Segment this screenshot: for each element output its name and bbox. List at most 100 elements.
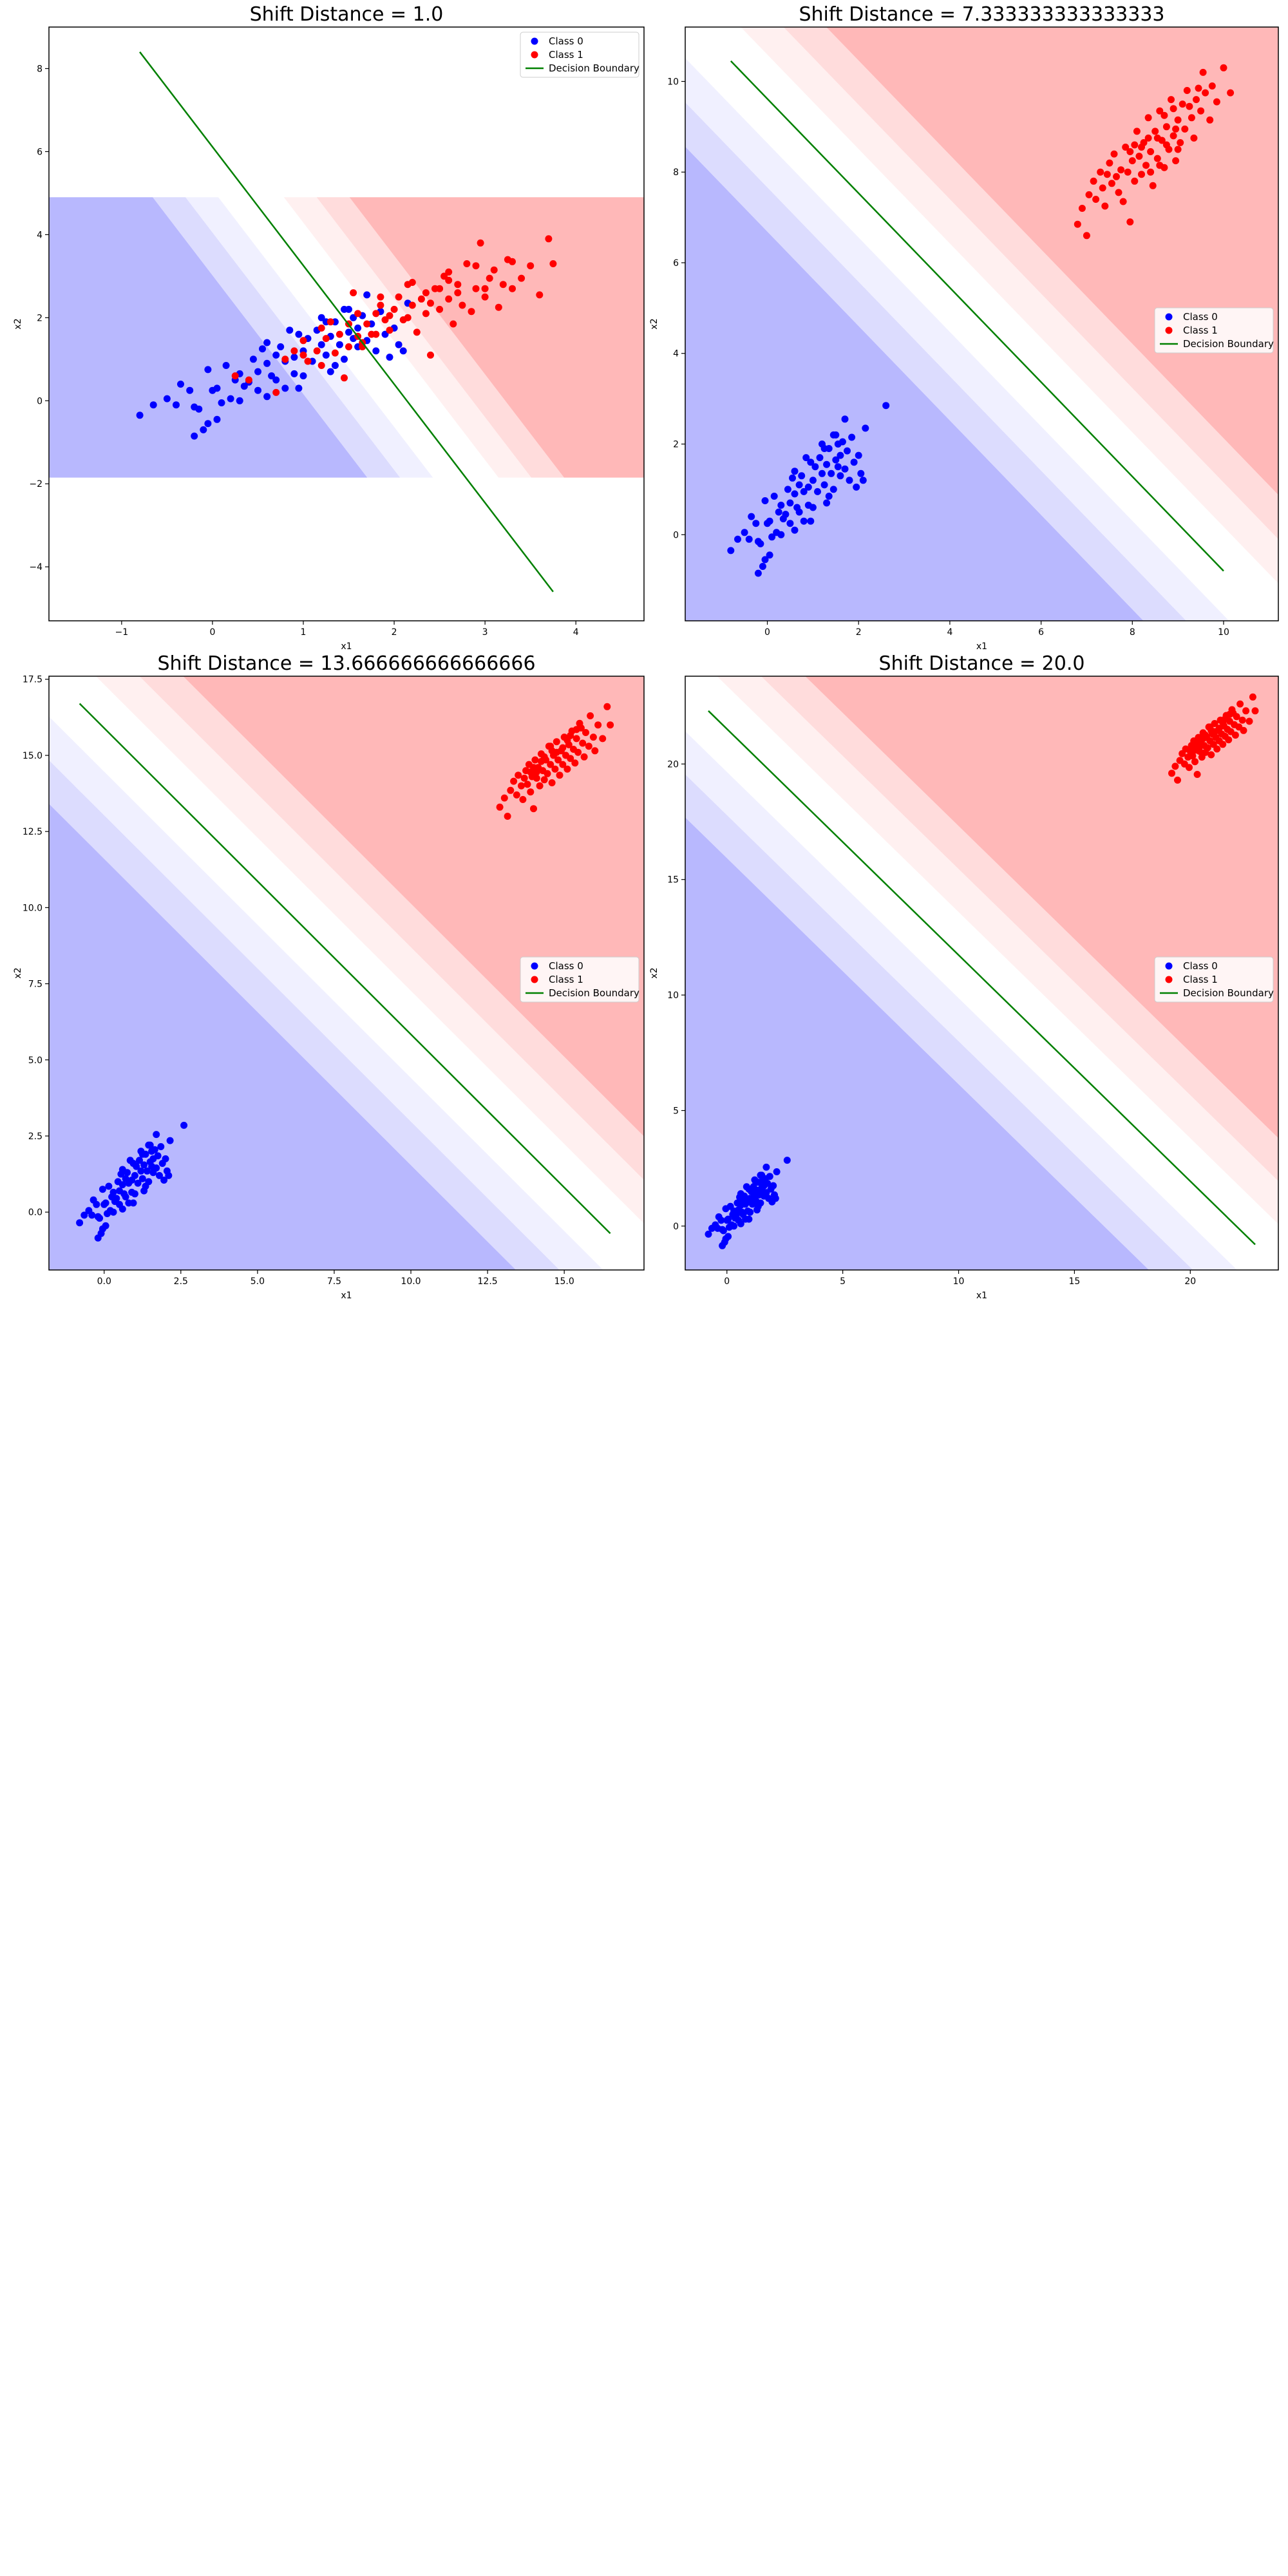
data-point [99, 1225, 106, 1233]
data-point [1135, 153, 1143, 160]
data-point [809, 504, 817, 511]
data-point [331, 362, 339, 369]
x-tick-label: 3 [482, 627, 488, 638]
data-point [825, 493, 833, 500]
data-point [564, 736, 571, 744]
decision-boundary-line [139, 51, 554, 592]
data-point [1110, 150, 1118, 158]
data-point [153, 1131, 160, 1139]
data-point [837, 472, 844, 480]
y-tick-label: 2.5 [28, 1132, 43, 1142]
data-point [754, 1202, 762, 1210]
scatter-points [727, 64, 1235, 577]
data-point [1097, 168, 1104, 176]
data-point [828, 469, 835, 477]
x-tick-label: 2 [856, 627, 862, 638]
data-point [80, 1211, 88, 1219]
data-point [1133, 128, 1141, 135]
data-point [395, 293, 402, 301]
x-axis-label: x1 [341, 1291, 352, 1301]
y-tick-label: 0 [673, 1222, 679, 1232]
data-point [775, 508, 782, 516]
data-point [413, 328, 421, 336]
data-point [249, 355, 257, 363]
data-point [272, 388, 280, 396]
data-point [134, 1179, 142, 1187]
data-point [1211, 728, 1218, 735]
legend-label: Class 0 [1183, 311, 1218, 323]
data-point [1160, 111, 1168, 119]
data-point [705, 1230, 712, 1238]
legend-label: Decision Boundary [1183, 987, 1274, 999]
data-point [146, 1141, 154, 1149]
data-point [518, 274, 526, 282]
data-point [573, 735, 580, 743]
series-class-1 [1074, 64, 1235, 240]
data-point [533, 768, 540, 776]
data-point [591, 747, 599, 755]
data-point [281, 355, 289, 363]
data-point [1108, 180, 1115, 187]
region-class0-light [49, 716, 603, 1270]
data-point [761, 497, 769, 504]
data-point [814, 488, 821, 495]
data-point [372, 310, 380, 317]
data-point [820, 481, 828, 489]
data-point [1193, 771, 1201, 778]
region-class0-mid [153, 197, 401, 478]
data-point [454, 289, 462, 297]
data-point [819, 469, 826, 477]
data-point [173, 401, 180, 409]
y-tick-label: 5 [673, 1106, 679, 1116]
decision-boundary-line [708, 710, 1256, 1245]
region-class1-strong [349, 197, 644, 478]
data-point [500, 794, 508, 802]
data-point [829, 486, 837, 493]
region-class0-light [685, 731, 1237, 1270]
x-tick-label: 10 [1218, 627, 1229, 638]
data-point [726, 1202, 734, 1210]
data-point [737, 1220, 744, 1227]
chart-title: Shift Distance = 7.333333333333333 [799, 3, 1164, 26]
data-point [1162, 123, 1170, 131]
data-point [800, 517, 808, 525]
data-point [766, 551, 773, 559]
data-point [823, 499, 831, 507]
data-point [149, 401, 157, 409]
legend-marker-class-1 [531, 976, 538, 983]
data-point [109, 1188, 117, 1196]
y-tick-label: 5.0 [28, 1056, 43, 1066]
data-point [754, 569, 762, 577]
data-point [784, 486, 791, 493]
chart-title: Shift Distance = 20.0 [879, 652, 1085, 675]
data-point [118, 1181, 126, 1189]
y-tick-label: 12.5 [23, 827, 43, 837]
data-point [386, 327, 393, 334]
data-point [1131, 177, 1139, 185]
data-point [1181, 125, 1189, 133]
data-point [1090, 177, 1097, 185]
data-point [336, 341, 343, 348]
data-point [582, 729, 589, 736]
data-point [177, 381, 184, 388]
data-point [350, 289, 357, 297]
data-point [129, 1199, 137, 1207]
data-point [746, 1208, 754, 1216]
region-class0-mid [685, 774, 1193, 1270]
legend-marker-class-0 [1165, 962, 1173, 970]
data-point [299, 351, 307, 359]
data-point [138, 1175, 146, 1182]
data-point [236, 397, 243, 404]
data-point [1119, 198, 1127, 205]
data-point [1170, 132, 1177, 140]
data-point [240, 383, 248, 390]
data-point [1174, 146, 1182, 153]
data-point [191, 432, 198, 440]
x-axis-label: x1 [976, 641, 987, 652]
y-tick-label: 6 [673, 258, 679, 269]
data-point [468, 308, 475, 316]
data-point [281, 384, 289, 392]
legend-box [1154, 307, 1274, 354]
